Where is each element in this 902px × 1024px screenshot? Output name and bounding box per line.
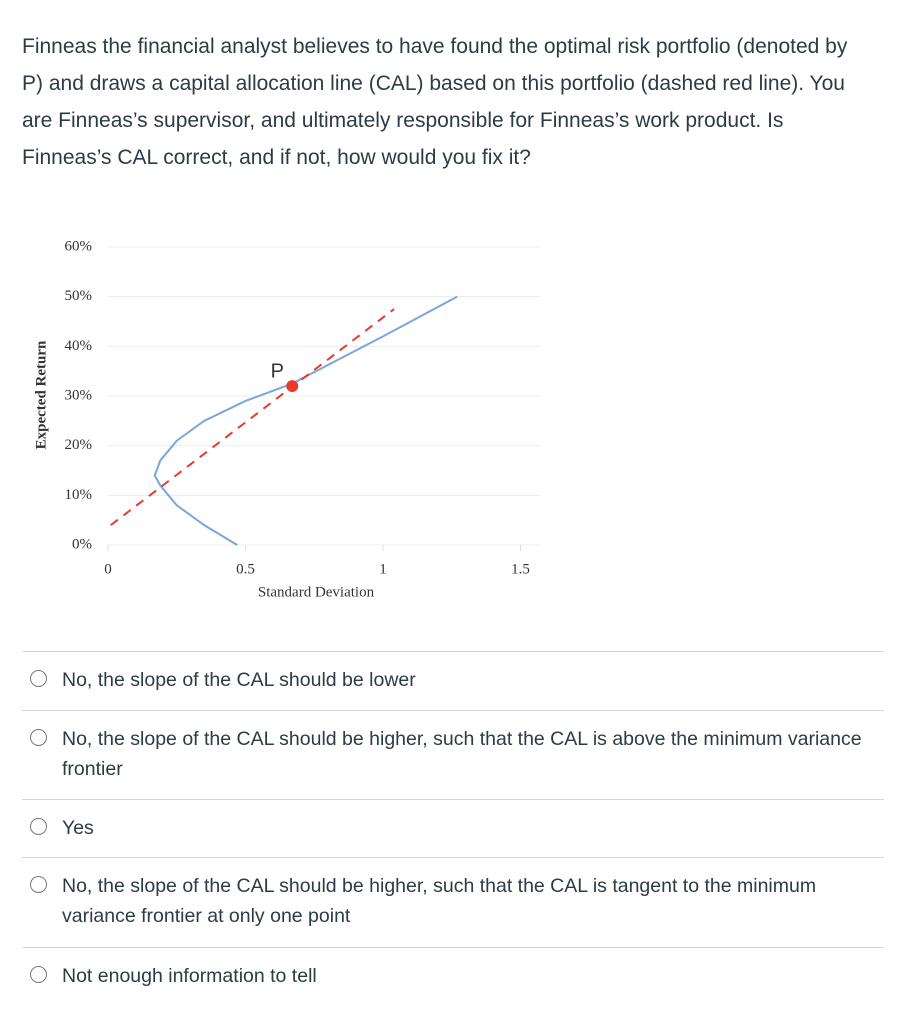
y-tick-label: 50% xyxy=(65,288,93,304)
option[interactable]: No, the slope of the CAL should be lower xyxy=(22,651,884,695)
option[interactable]: No, the slope of the CAL should be highe… xyxy=(22,857,884,931)
x-tick-label: 0 xyxy=(104,561,112,577)
option[interactable]: Not enough information to tell xyxy=(22,947,884,991)
x-tick-label: 1.5 xyxy=(511,561,530,577)
chart: 0% 10% 20% 30% 40% 50% 60% 0 0.5 1 1.5 Standard Dev… xyxy=(33,238,540,600)
x-axis-title: Standard Deviation xyxy=(258,584,375,600)
x-tick-label: 0.5 xyxy=(236,561,255,577)
y-tick-label: 20% xyxy=(65,437,93,453)
y-tick-label: 0% xyxy=(72,536,92,552)
radio-button[interactable] xyxy=(30,729,47,746)
y-tick-label: 10% xyxy=(65,487,93,503)
radio-button[interactable] xyxy=(30,876,47,893)
x-tick-label: 1 xyxy=(379,561,387,577)
question: Finneas the financial analyst believes t… xyxy=(22,35,848,169)
series-line xyxy=(110,308,395,526)
y-tick-label: 40% xyxy=(65,338,93,354)
y-tick-label: 60% xyxy=(65,238,93,254)
point-label: P xyxy=(271,360,284,382)
radio-button[interactable] xyxy=(30,670,47,687)
point xyxy=(286,380,299,393)
option-text: No, the slope of the CAL should be highe… xyxy=(62,875,817,927)
option[interactable]: Yes xyxy=(22,799,884,843)
option-text: No, the slope of the CAL should be lower xyxy=(62,669,416,691)
option-text: No, the slope of the CAL should be highe… xyxy=(62,728,862,780)
y-axis-title: Expected Return xyxy=(33,340,49,449)
option[interactable]: No, the slope of the CAL should be highe… xyxy=(22,710,884,784)
series-line xyxy=(153,295,458,546)
option-text: Yes xyxy=(62,817,94,839)
option-text: Not enough information to tell xyxy=(62,965,317,987)
radio-button[interactable] xyxy=(30,966,47,983)
y-tick-label: 30% xyxy=(65,387,93,403)
radio-button[interactable] xyxy=(30,818,47,835)
